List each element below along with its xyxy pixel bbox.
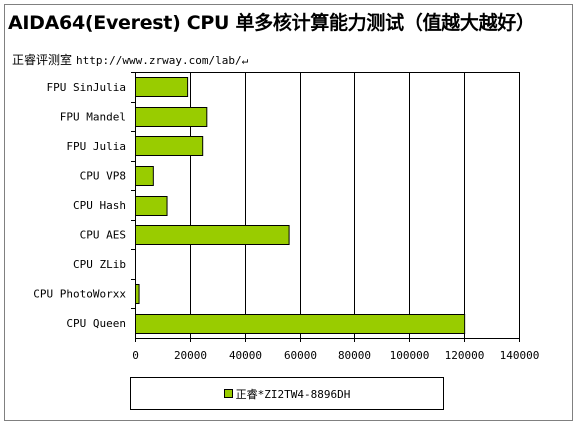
category-label: CPU Queen	[66, 317, 126, 330]
category-label: CPU VP8	[80, 169, 126, 182]
source-url: http://www.zrway.com/lab/↵	[76, 54, 249, 67]
bar	[135, 77, 189, 97]
category-label: FPU Julia	[66, 140, 126, 153]
x-tick-label: 60000	[284, 349, 317, 362]
category-label: CPU AES	[80, 229, 126, 242]
x-tick-label: 20000	[174, 349, 207, 362]
bar	[135, 225, 290, 245]
category-label: FPU SinJulia	[47, 81, 126, 94]
bar	[135, 314, 466, 334]
category-label: CPU ZLib	[73, 258, 126, 271]
category-label: FPU Mandel	[60, 110, 126, 123]
legend: 正睿*ZI2TW4-8896DH	[130, 377, 444, 410]
x-tick-label: 80000	[338, 349, 371, 362]
source-line: 正睿评测室 http://www.zrway.com/lab/↵	[12, 51, 248, 68]
category-label: CPU Hash	[73, 199, 126, 212]
bar	[135, 196, 168, 216]
axis-layer	[131, 72, 520, 342]
legend-series-name: 正睿*ZI2TW4-8896DH	[235, 387, 351, 401]
bar-layer	[135, 77, 466, 334]
chart-title: AIDA64(Everest) CPU 单多核计算能力测试（值越大越好）	[8, 12, 535, 34]
category-label: CPU PhotoWorxx	[33, 288, 126, 301]
x-tick-label: 100000	[390, 349, 430, 362]
x-tick-label: 40000	[229, 349, 262, 362]
bar	[135, 166, 154, 186]
legend-swatch	[223, 389, 233, 398]
label-layer: 0 20000 40000 60000 80000 100000 120000 140000 F…	[33, 81, 539, 362]
x-tick-label: 0	[132, 349, 139, 362]
x-tick-label: 140000	[500, 349, 540, 362]
bar	[135, 107, 208, 127]
x-tick-label: 120000	[445, 349, 485, 362]
source-label: 正睿评测室	[12, 53, 73, 67]
bar	[135, 136, 204, 156]
bar	[135, 284, 140, 304]
